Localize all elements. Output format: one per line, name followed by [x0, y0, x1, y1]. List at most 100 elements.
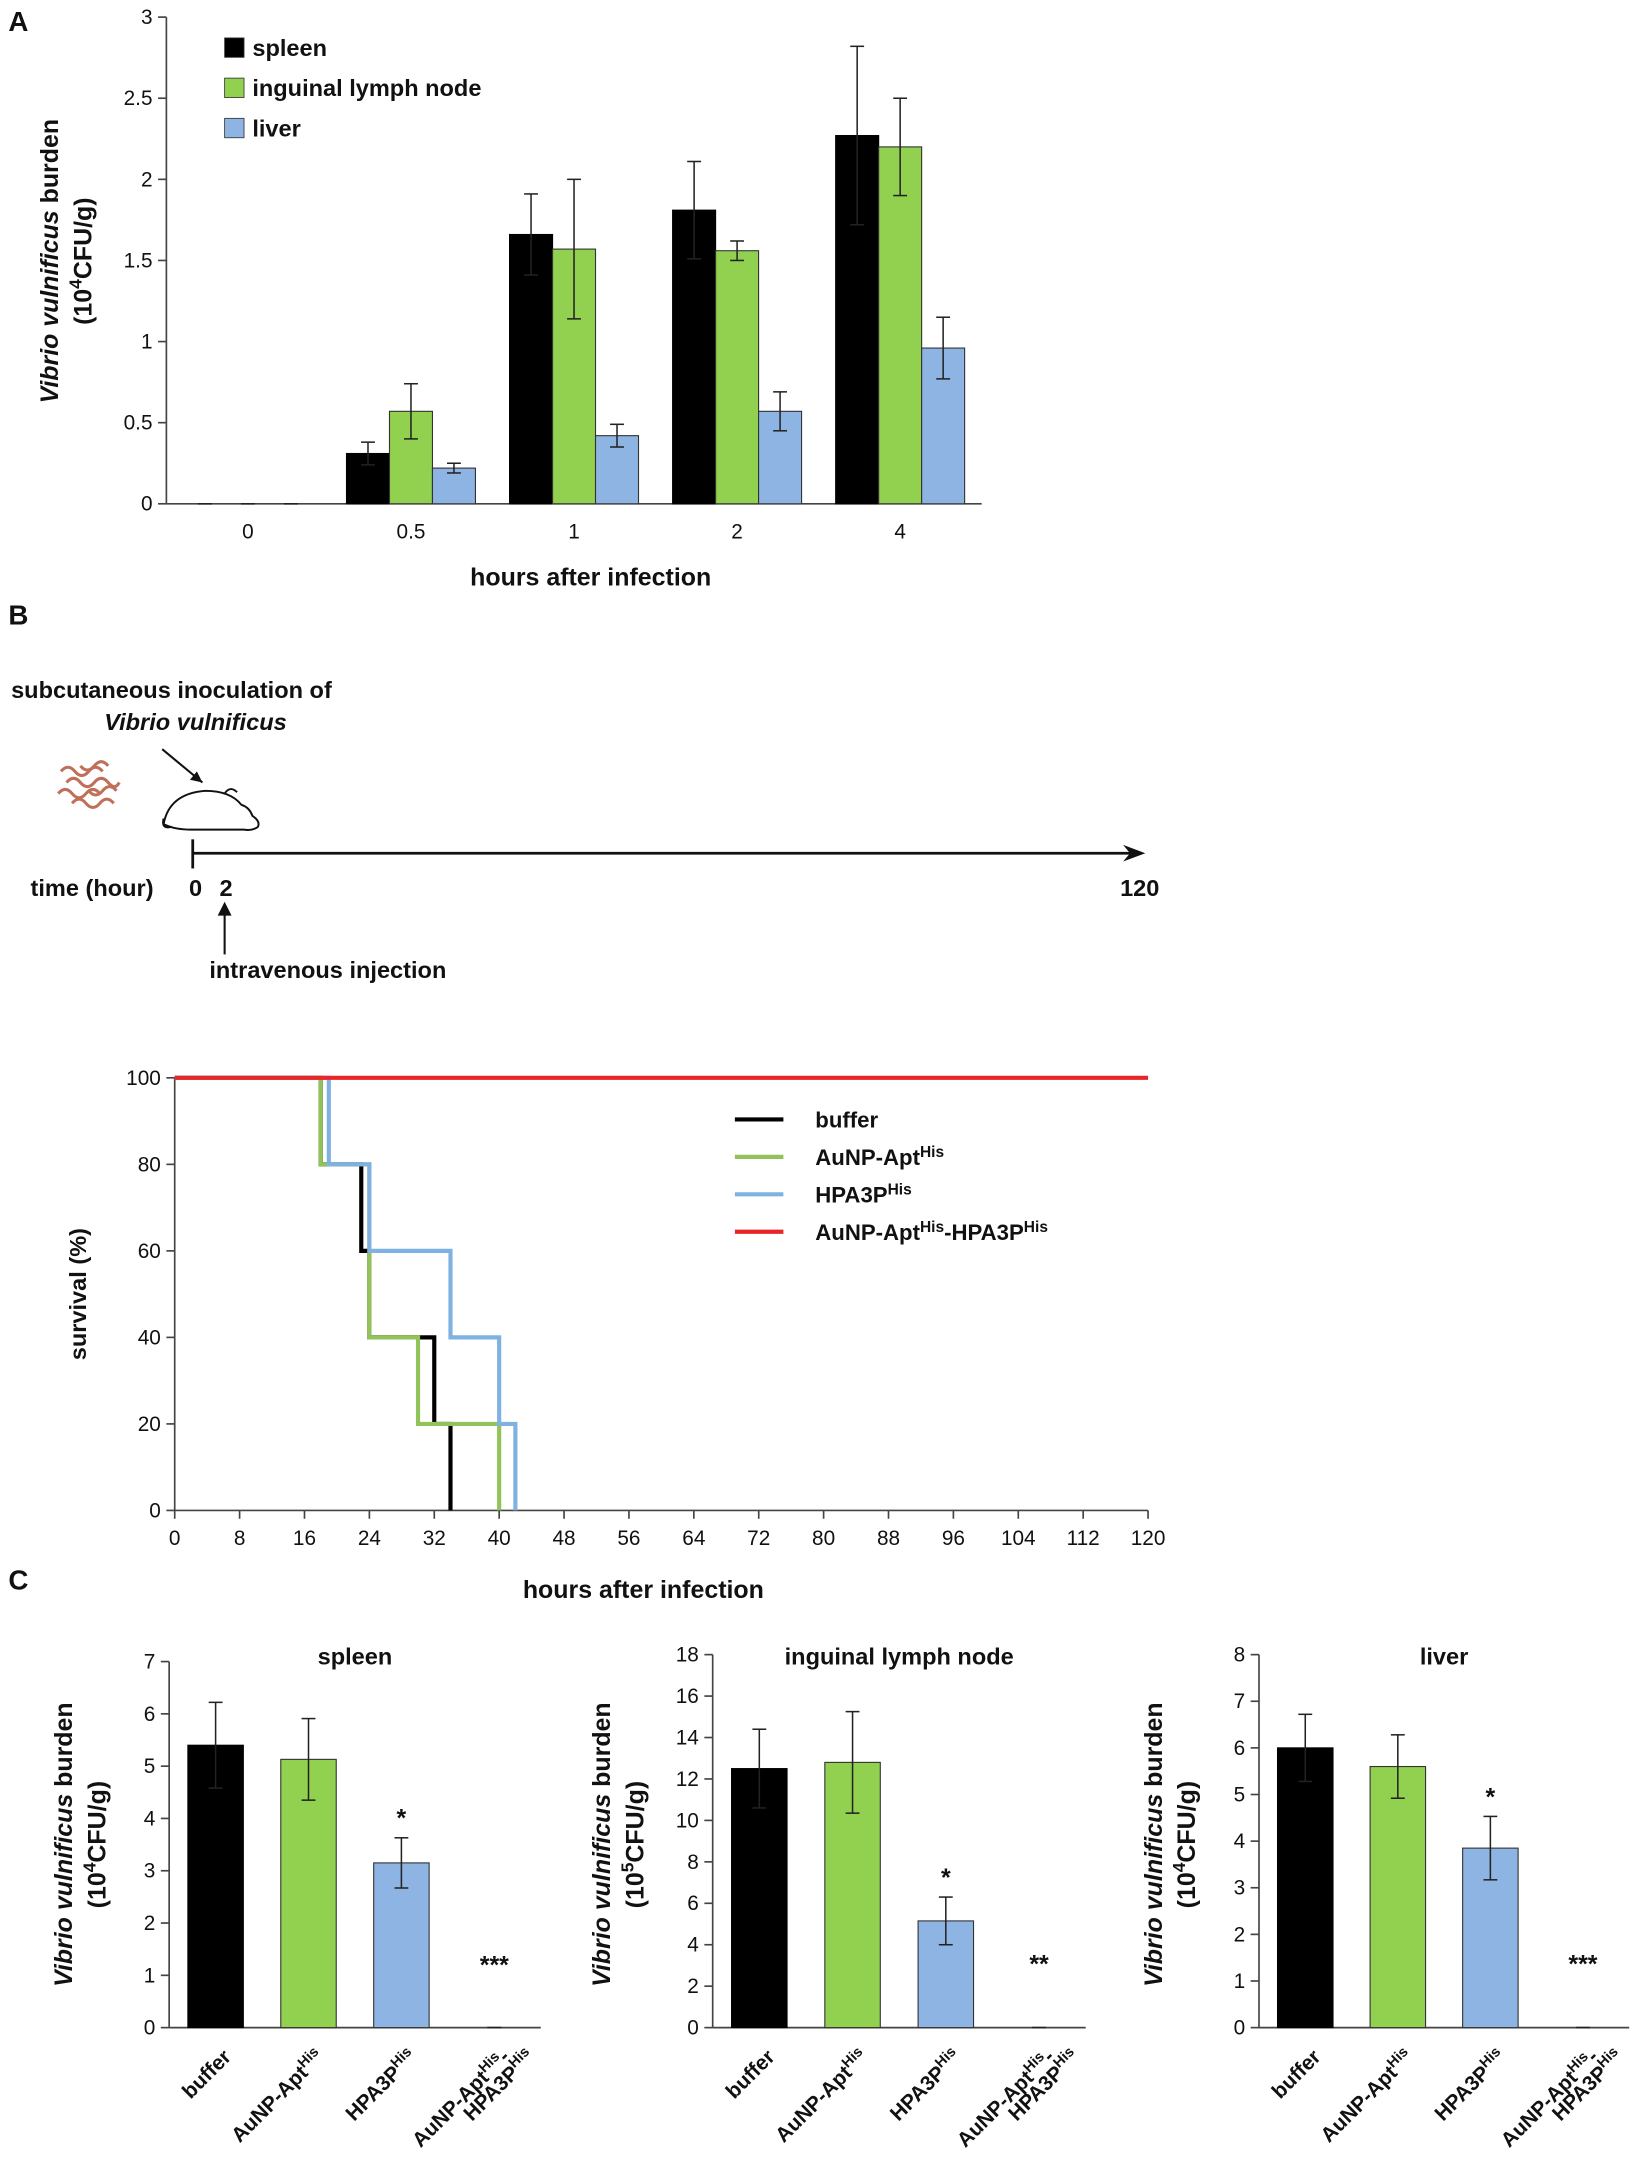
timeline-tick: 120	[1120, 875, 1159, 901]
y-tick-label: 4	[144, 1807, 156, 1830]
text-part: -HPA3P	[944, 1220, 1024, 1245]
text-part: AuNP-Apt	[227, 2061, 313, 2147]
y-tick-label: 12	[676, 1768, 699, 1791]
y-tick-label: 3	[144, 1860, 156, 1883]
y-axis-unit: (104CFU/g)	[79, 1781, 111, 1908]
text-part: spleen	[252, 35, 327, 61]
bacteria	[57, 760, 121, 809]
bar	[373, 1862, 430, 2029]
x-tick-label: buffer	[1268, 2045, 1326, 2103]
y-tick-label: 0	[149, 1499, 161, 1522]
legend-label: liver	[252, 115, 300, 141]
text-part: (10	[1173, 1872, 1201, 1908]
survival-line	[174, 1075, 518, 1511]
x-tick-label: HPA3PHis	[1429, 2044, 1511, 2126]
y-tick-label: 2	[1234, 1923, 1246, 1946]
x-tick-label: 8	[234, 1527, 246, 1550]
y-tick-label: 2.5	[124, 87, 153, 110]
timeline-tick: 2	[219, 875, 232, 901]
y-axis-unit: (104CFU/g)	[66, 197, 98, 324]
legend-label: spleen	[252, 35, 327, 61]
y-tick-label: 60	[138, 1240, 161, 1263]
arrowhead	[189, 771, 203, 783]
timeline-text: intravenous injection	[209, 957, 446, 983]
mouse	[162, 788, 260, 831]
y-tick-label: 14	[676, 1726, 699, 1749]
y-tick-label: 100	[126, 1067, 161, 1090]
timeline-text: subcutaneous inoculation of	[11, 677, 332, 703]
x-tick-label: 0	[169, 1527, 181, 1550]
x-tick-label: HPA3PHis	[340, 2044, 422, 2126]
survival-line	[174, 1075, 453, 1511]
chart-title: spleen	[318, 1643, 393, 1669]
text-part: buffer	[722, 2045, 780, 2103]
text-part: AuNP-Apt	[815, 1220, 920, 1245]
x-tick-label: 32	[423, 1527, 446, 1550]
x-tick-label: 1	[568, 520, 580, 543]
x-tick-label: 56	[617, 1527, 640, 1550]
x-tick-label: 104	[1001, 1527, 1036, 1550]
bar	[715, 250, 760, 505]
y-tick-label: 10	[676, 1809, 699, 1832]
y-tick-label: 1	[141, 331, 153, 354]
x-tick-label: 112	[1067, 1527, 1100, 1550]
x-tick-label: 88	[877, 1527, 900, 1550]
legend-swatch	[224, 37, 245, 58]
y-axis-label: Vibrio vulnificus burden	[1140, 1702, 1168, 1987]
y-tick-label: 7	[1234, 1690, 1246, 1713]
x-axis-label: hours after infection	[470, 564, 711, 592]
legend-swatch	[224, 117, 245, 139]
y-axis-label: Vibrio vulnificus burden	[36, 119, 64, 404]
superscript: 5	[617, 1862, 637, 1872]
text-part: burden	[50, 1702, 78, 1793]
x-tick-label: 2	[731, 520, 743, 543]
y-tick-label: 2	[144, 1912, 156, 1935]
arrowhead	[217, 901, 232, 916]
significance: ***	[480, 1952, 509, 1980]
y-tick-label: 0.5	[124, 412, 153, 435]
y-tick-label: 0	[687, 2017, 699, 2040]
y-tick-label: 3	[141, 6, 153, 29]
y-axis-label: Vibrio vulnificus burden	[588, 1702, 616, 1987]
x-tick-label: AuNP-AptHis	[770, 2044, 873, 2147]
bar	[187, 1744, 244, 2029]
legend-label: buffer	[815, 1108, 878, 1133]
legend-label: AuNP-AptHis	[815, 1144, 944, 1171]
y-tick-label: 4	[1234, 1830, 1246, 1853]
superscript: 4	[1169, 1862, 1189, 1872]
timeline-tick: 0	[189, 875, 202, 901]
bar	[1369, 1765, 1427, 2029]
text-part: AuNP-Apt	[1316, 2061, 1402, 2147]
panel-label: B	[8, 599, 28, 630]
y-tick-label: 6	[687, 1892, 699, 1915]
y-tick-label: 3	[1234, 1877, 1246, 1900]
text-part: Vibrio vulnificus	[36, 210, 64, 403]
superscript: His	[1024, 1219, 1048, 1236]
superscript: His	[920, 1144, 944, 1161]
y-tick-label: 1.5	[124, 249, 153, 272]
y-tick-label: 18	[676, 1644, 699, 1667]
y-tick-label: 40	[138, 1326, 161, 1349]
bar	[878, 146, 923, 505]
significance: **	[1029, 1950, 1049, 1978]
text-part: HPA3P	[1430, 2061, 1494, 2125]
x-tick-label: 120	[1131, 1527, 1166, 1550]
text-part: (10	[83, 1872, 111, 1908]
bar	[431, 467, 477, 505]
text-part: buffer	[1268, 2045, 1326, 2103]
text-part: HPA3P	[815, 1183, 887, 1208]
x-tick-label: 4	[894, 520, 906, 543]
y-axis-unit: (105CFU/g)	[617, 1781, 649, 1908]
x-tick-label: 80	[812, 1527, 835, 1550]
y-tick-label: 6	[1234, 1737, 1246, 1760]
legend-label: HPA3PHis	[815, 1181, 911, 1208]
y-tick-label: 1	[144, 1964, 156, 1987]
y-tick-label: 8	[1234, 1644, 1246, 1667]
x-tick-label: AuNP-AptHis	[226, 2044, 329, 2147]
text-part: CFU/g)	[1173, 1781, 1201, 1863]
y-tick-label: 0	[1234, 2017, 1246, 2040]
x-tick-label: HPA3PHis	[884, 2044, 966, 2126]
superscript: 4	[79, 1862, 99, 1872]
y-tick-label: 20	[138, 1413, 161, 1436]
x-tick-label: 40	[488, 1527, 511, 1550]
